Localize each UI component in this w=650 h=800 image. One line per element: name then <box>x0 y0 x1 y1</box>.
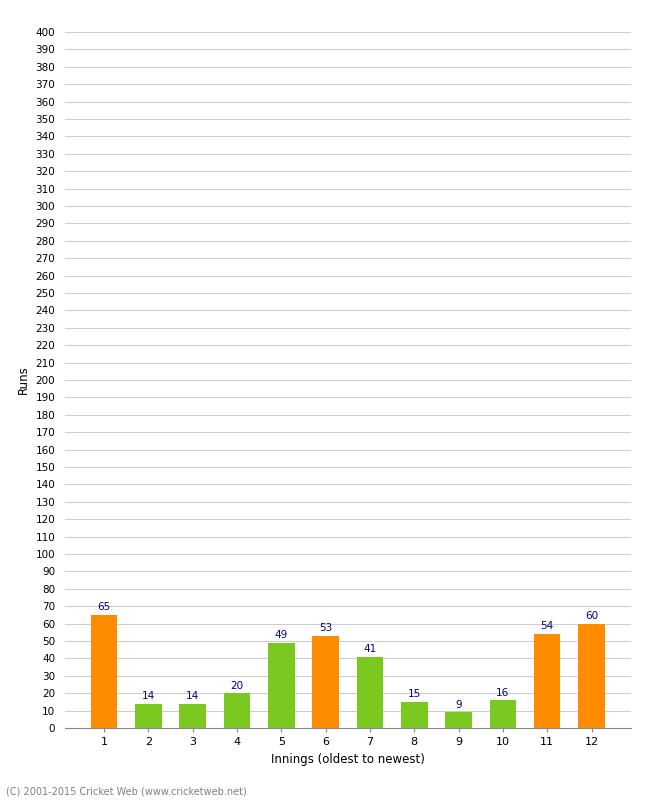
Text: 65: 65 <box>98 602 111 612</box>
X-axis label: Innings (oldest to newest): Innings (oldest to newest) <box>271 753 424 766</box>
Text: 41: 41 <box>363 644 376 654</box>
Bar <box>224 693 250 728</box>
Text: (C) 2001-2015 Cricket Web (www.cricketweb.net): (C) 2001-2015 Cricket Web (www.cricketwe… <box>6 786 247 796</box>
Bar <box>534 634 560 728</box>
Text: 60: 60 <box>585 611 598 621</box>
Text: 49: 49 <box>275 630 288 640</box>
Bar <box>489 700 516 728</box>
Bar <box>135 704 162 728</box>
Bar <box>357 657 384 728</box>
Text: 54: 54 <box>541 622 554 631</box>
Text: 16: 16 <box>496 687 510 698</box>
Bar <box>268 642 294 728</box>
Text: 15: 15 <box>408 690 421 699</box>
Bar <box>91 615 117 728</box>
Bar <box>179 704 206 728</box>
Text: 20: 20 <box>230 681 244 690</box>
Bar <box>445 712 472 728</box>
Y-axis label: Runs: Runs <box>17 366 30 394</box>
Text: 53: 53 <box>319 623 332 633</box>
Bar <box>401 702 428 728</box>
Bar <box>312 636 339 728</box>
Text: 14: 14 <box>186 691 200 701</box>
Text: 9: 9 <box>455 700 462 710</box>
Text: 14: 14 <box>142 691 155 701</box>
Bar <box>578 624 604 728</box>
